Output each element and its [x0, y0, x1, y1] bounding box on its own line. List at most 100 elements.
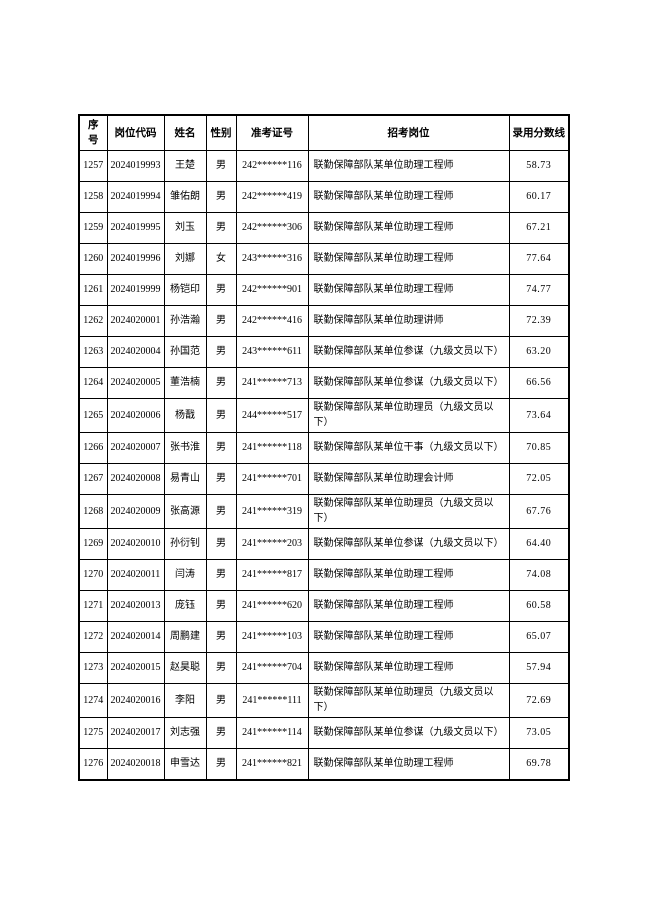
cell-ticket: 244******517	[235, 398, 309, 434]
header-cell-position: 招考岗位	[307, 114, 510, 152]
cell-code: 2024020011	[106, 559, 165, 592]
header-cell-ticket: 准考证号	[235, 114, 309, 152]
cell-score: 69.78	[508, 748, 570, 781]
cell-ticket: 241******118	[235, 432, 309, 465]
cell-name: 闫涛	[163, 559, 207, 592]
cell-code: 2024020014	[106, 621, 165, 654]
cell-score: 63.20	[508, 336, 570, 369]
cell-seq: 1257	[78, 150, 108, 183]
cell-gender: 男	[205, 494, 237, 530]
cell-name: 申雪达	[163, 748, 207, 781]
table-row: 1271 2024020013 庞钰男 241******620 联勤保障部队某单位助理…	[78, 590, 570, 623]
cell-ticket: 241******103	[235, 621, 309, 654]
table-row: 1275 2024020017 刘志强男 241******114 联勤保障部队某单位参…	[78, 717, 570, 750]
cell-ticket: 241******114	[235, 717, 309, 750]
cell-seq: 1262	[78, 305, 108, 338]
header-cell-code: 岗位代码	[106, 114, 165, 152]
cell-seq: 1260	[78, 243, 108, 276]
cell-code: 2024020004	[106, 336, 165, 369]
cell-code: 2024019993	[106, 150, 165, 183]
cell-name: 刘志强	[163, 717, 207, 750]
cell-ticket: 241******713	[235, 367, 309, 400]
cell-gender: 男	[205, 274, 237, 307]
cell-ticket: 242******901	[235, 274, 309, 307]
cell-seq: 1272	[78, 621, 108, 654]
table-row: 1260 2024019996 刘娜女 243******316 联勤保障部队某单位助理…	[78, 243, 570, 276]
cell-ticket: 241******319	[235, 494, 309, 530]
cell-score: 72.69	[508, 683, 570, 719]
cell-ticket: 241******817	[235, 559, 309, 592]
cell-gender: 男	[205, 367, 237, 400]
cell-seq: 1259	[78, 212, 108, 245]
cell-seq: 1269	[78, 528, 108, 561]
cell-code: 2024020009	[106, 494, 165, 530]
cell-ticket: 242******419	[235, 181, 309, 214]
cell-score: 66.56	[508, 367, 570, 400]
cell-code: 2024019996	[106, 243, 165, 276]
cell-seq: 1265	[78, 398, 108, 434]
cell-name: 李阳	[163, 683, 207, 719]
cell-score: 70.85	[508, 432, 570, 465]
cell-position: 联勤保障部队某单位助理工程师	[307, 559, 510, 592]
cell-gender: 男	[205, 590, 237, 623]
cell-ticket: 242******416	[235, 305, 309, 338]
cell-code: 2024020005	[106, 367, 165, 400]
cell-score: 74.08	[508, 559, 570, 592]
cell-name: 赵昊聪	[163, 652, 207, 685]
cell-gender: 男	[205, 717, 237, 750]
cell-gender: 男	[205, 559, 237, 592]
cell-position: 联勤保障部队某单位助理工程师	[307, 181, 510, 214]
cell-ticket: 243******316	[235, 243, 309, 276]
cell-ticket: 241******704	[235, 652, 309, 685]
cell-seq: 1258	[78, 181, 108, 214]
table-row: 1265 2024020006 杨戬男 244******517 联勤保障部队某单位助理…	[78, 398, 570, 434]
cell-score: 72.39	[508, 305, 570, 338]
cell-position: 联勤保障部队某单位助理员（九级文员以下）	[307, 398, 510, 434]
cell-code: 2024020018	[106, 748, 165, 781]
header-cell-name: 姓名	[163, 114, 207, 152]
cell-code: 2024019994	[106, 181, 165, 214]
cell-seq: 1268	[78, 494, 108, 530]
cell-gender: 男	[205, 150, 237, 183]
cell-name: 易青山	[163, 463, 207, 496]
cell-score: 67.76	[508, 494, 570, 530]
cell-seq: 1270	[78, 559, 108, 592]
cell-score: 73.05	[508, 717, 570, 750]
cell-name: 孙国范	[163, 336, 207, 369]
cell-name: 刘玉	[163, 212, 207, 245]
cell-position: 联勤保障部队某单位助理会计师	[307, 463, 510, 496]
cell-code: 2024020010	[106, 528, 165, 561]
table-header-row: 序号 岗位代码 姓名 性别 准考证号 招考岗位 录用分数线	[78, 114, 570, 152]
cell-position: 联勤保障部队某单位助理工程师	[307, 621, 510, 654]
cell-position: 联勤保障部队某单位参谋（九级文员以下）	[307, 528, 510, 561]
table-row: 1258 2024019994 雏佑朗男 242******419 联勤保障部队某单位助…	[78, 181, 570, 214]
cell-score: 57.94	[508, 652, 570, 685]
table-body: 1257 2024019993 王楚男 242******116 联勤保障部队某单位助理…	[78, 150, 570, 781]
table-row: 1262 2024020001 孙浩瀚男 242******416 联勤保障部队某单位助…	[78, 305, 570, 338]
cell-ticket: 242******116	[235, 150, 309, 183]
cell-seq: 1271	[78, 590, 108, 623]
cell-name: 张书淮	[163, 432, 207, 465]
cell-seq: 1275	[78, 717, 108, 750]
cell-position: 联勤保障部队某单位助理员（九级文员以下）	[307, 683, 510, 719]
cell-name: 张高源	[163, 494, 207, 530]
cell-score: 77.64	[508, 243, 570, 276]
cell-seq: 1266	[78, 432, 108, 465]
cell-ticket: 241******701	[235, 463, 309, 496]
cell-gender: 男	[205, 652, 237, 685]
table-row: 1274 2024020016 李阳男 241******111 联勤保障部队某单位助理…	[78, 683, 570, 719]
cell-position: 联勤保障部队某单位助理工程师	[307, 212, 510, 245]
recruitment-score-table: 序号 岗位代码 姓名 性别 准考证号 招考岗位 录用分数线 1257 2024019993 王楚…	[78, 114, 570, 781]
cell-score: 67.21	[508, 212, 570, 245]
cell-name: 刘娜	[163, 243, 207, 276]
table-row: 1270 2024020011 闫涛男 241******817 联勤保障部队某单位助理…	[78, 559, 570, 592]
cell-gender: 男	[205, 212, 237, 245]
cell-name: 王楚	[163, 150, 207, 183]
cell-code: 2024020017	[106, 717, 165, 750]
cell-code: 2024020016	[106, 683, 165, 719]
cell-score: 73.64	[508, 398, 570, 434]
cell-ticket: 241******620	[235, 590, 309, 623]
cell-ticket: 243******611	[235, 336, 309, 369]
cell-code: 2024020008	[106, 463, 165, 496]
cell-name: 孙衍钊	[163, 528, 207, 561]
